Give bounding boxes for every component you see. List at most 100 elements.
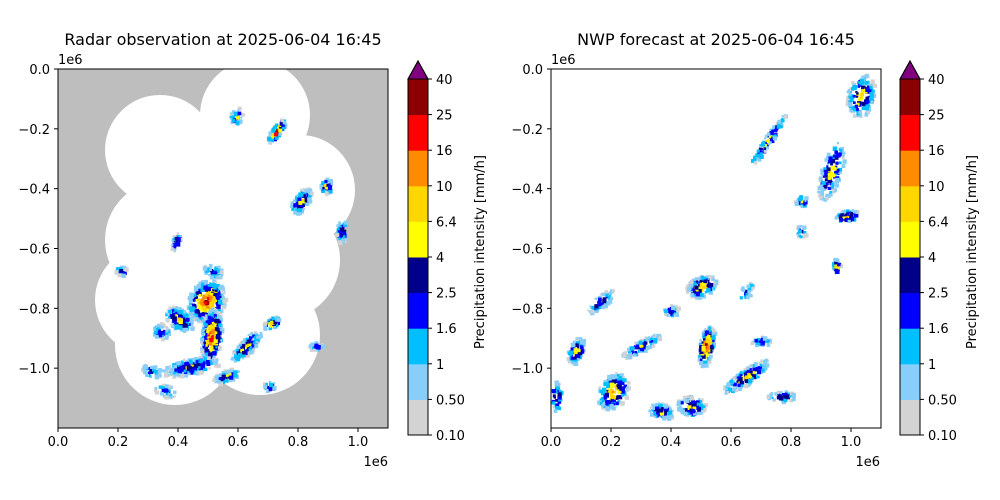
nwp-precip-cell — [648, 409, 652, 413]
nwp-precip-cell — [588, 310, 592, 313]
radar-precip-cell — [229, 375, 234, 380]
radar-precip-cell — [297, 209, 300, 212]
nwp-precip-cell — [833, 165, 836, 168]
nwp-precip-cell — [770, 137, 773, 140]
radar-precip-cell — [172, 305, 175, 308]
radar-precip-cell — [163, 388, 168, 393]
radar-precip-cell — [213, 321, 218, 326]
nwp-precip-cell — [804, 200, 807, 203]
radar-precip-cell — [205, 320, 209, 324]
nwp-precip-cell — [614, 385, 617, 388]
nwp-precip-cell — [613, 399, 616, 402]
radar-precip-cell — [196, 310, 200, 314]
radar-precip-cell — [178, 325, 183, 330]
nwp-precip-cell — [832, 188, 837, 193]
radar-precip-cell — [319, 186, 323, 190]
nwp-precip-cell — [622, 352, 627, 357]
nwp-precip-cell — [684, 408, 689, 413]
radar-precip-cell — [165, 396, 169, 400]
radar-precip-cell — [177, 307, 182, 312]
nwp-precip-cell — [746, 284, 751, 289]
nwp-precip-cell — [819, 184, 823, 189]
radar-precip-cell — [193, 293, 197, 297]
radar-precip-cell — [203, 317, 207, 320]
radar-precip-cell — [221, 374, 226, 379]
radar-precip-cell — [171, 395, 174, 399]
nwp-x-tick-label: 0.4 — [661, 435, 682, 450]
nwp-precip-cell — [821, 198, 824, 201]
nwp-precip-cell — [655, 412, 659, 415]
nwp-precip-cell — [730, 379, 733, 382]
nwp-precip-cell — [619, 373, 624, 378]
nwp-precip-cell — [643, 347, 646, 350]
nwp-precip-cell — [767, 339, 770, 343]
radar-precip-cell — [195, 314, 198, 318]
nwp-precip-cell — [708, 326, 712, 330]
radar-precip-cell — [154, 374, 158, 378]
nwp-precip-cell — [671, 308, 676, 313]
nwp-precip-cell — [676, 403, 679, 406]
nwp-precip-cell — [789, 398, 794, 403]
radar-precip-cell — [179, 314, 183, 317]
nwp-precip-cell — [704, 330, 709, 335]
radar-precip-cell — [256, 340, 260, 344]
nwp-precip-cell — [607, 381, 611, 385]
nwp-precip-cell — [758, 366, 763, 371]
nwp-y-tick-label: −0.2 — [511, 123, 543, 138]
radar-precip-cell — [202, 294, 207, 299]
nwp-precip-cell — [828, 160, 832, 164]
radar-precip-cell — [211, 283, 216, 288]
nwp-precip-cell — [551, 389, 556, 394]
radar-precip-cell — [219, 339, 222, 342]
radar-precip-cell — [150, 368, 154, 372]
radar-precip-cell — [161, 386, 166, 391]
radar-precip-cell — [204, 348, 208, 352]
radar-precip-cell — [158, 368, 163, 373]
radar-precip-cell — [158, 374, 162, 378]
nwp-precip-cell — [756, 149, 760, 153]
nwp-precip-cell — [846, 95, 849, 98]
radar-precip-cell — [229, 367, 232, 370]
radar-panel: Radar observation at 2025-06-04 16:45 0.… — [18, 30, 389, 470]
radar-x-tick-label: 0.6 — [228, 435, 249, 450]
nwp-precip-cell — [751, 377, 754, 380]
nwp-precip-cell — [835, 269, 840, 274]
nwp-precip-cell — [590, 309, 594, 314]
nwp-precip-cell — [748, 364, 754, 369]
nwp-precip-cell — [701, 407, 705, 411]
nwp-precip-cell — [702, 330, 706, 335]
radar-precip-cell — [217, 380, 221, 384]
nwp-precip-cell — [700, 411, 703, 415]
nwp-precip-cell — [607, 376, 612, 381]
radar-precip-cell — [184, 365, 189, 370]
radar-precip-cell — [225, 374, 228, 377]
radar-precip-cell — [192, 367, 197, 373]
nwp-precip-cell — [775, 130, 778, 133]
nwp-precip-cell — [798, 201, 802, 205]
radar-colorbar-tick-label: 40 — [436, 73, 453, 88]
nwp-precip-cell — [664, 407, 669, 413]
nwp-precip-cell — [703, 343, 707, 347]
nwp-precip-cell — [678, 401, 683, 406]
nwp-precip-cell — [773, 398, 776, 401]
nwp-precip-cell — [677, 400, 681, 404]
radar-y-tick-label: −0.8 — [18, 302, 50, 317]
nwp-precip-cell — [579, 345, 584, 349]
nwp-precip-cell — [594, 304, 599, 309]
nwp-precip-cell — [651, 409, 654, 412]
nwp-precip-cell — [628, 355, 633, 360]
radar-precip-cell — [199, 366, 203, 370]
radar-y-tick-label: 0.0 — [29, 63, 50, 78]
nwp-colorbar-segment — [900, 257, 920, 294]
radar-precip-cell — [173, 373, 177, 377]
nwp-precip-cell — [769, 134, 775, 139]
nwp-x-tick-label: 0.0 — [541, 435, 562, 450]
nwp-precip-cell — [705, 278, 708, 281]
nwp-x-tick-label: 0.8 — [781, 435, 802, 450]
radar-precip-cell — [275, 320, 281, 325]
radar-precip-cell — [338, 229, 343, 234]
radar-precip-cell — [166, 309, 170, 312]
radar-precip-cell — [297, 197, 302, 202]
radar-precip-cell — [215, 295, 220, 300]
nwp-precip-cell — [769, 138, 775, 144]
